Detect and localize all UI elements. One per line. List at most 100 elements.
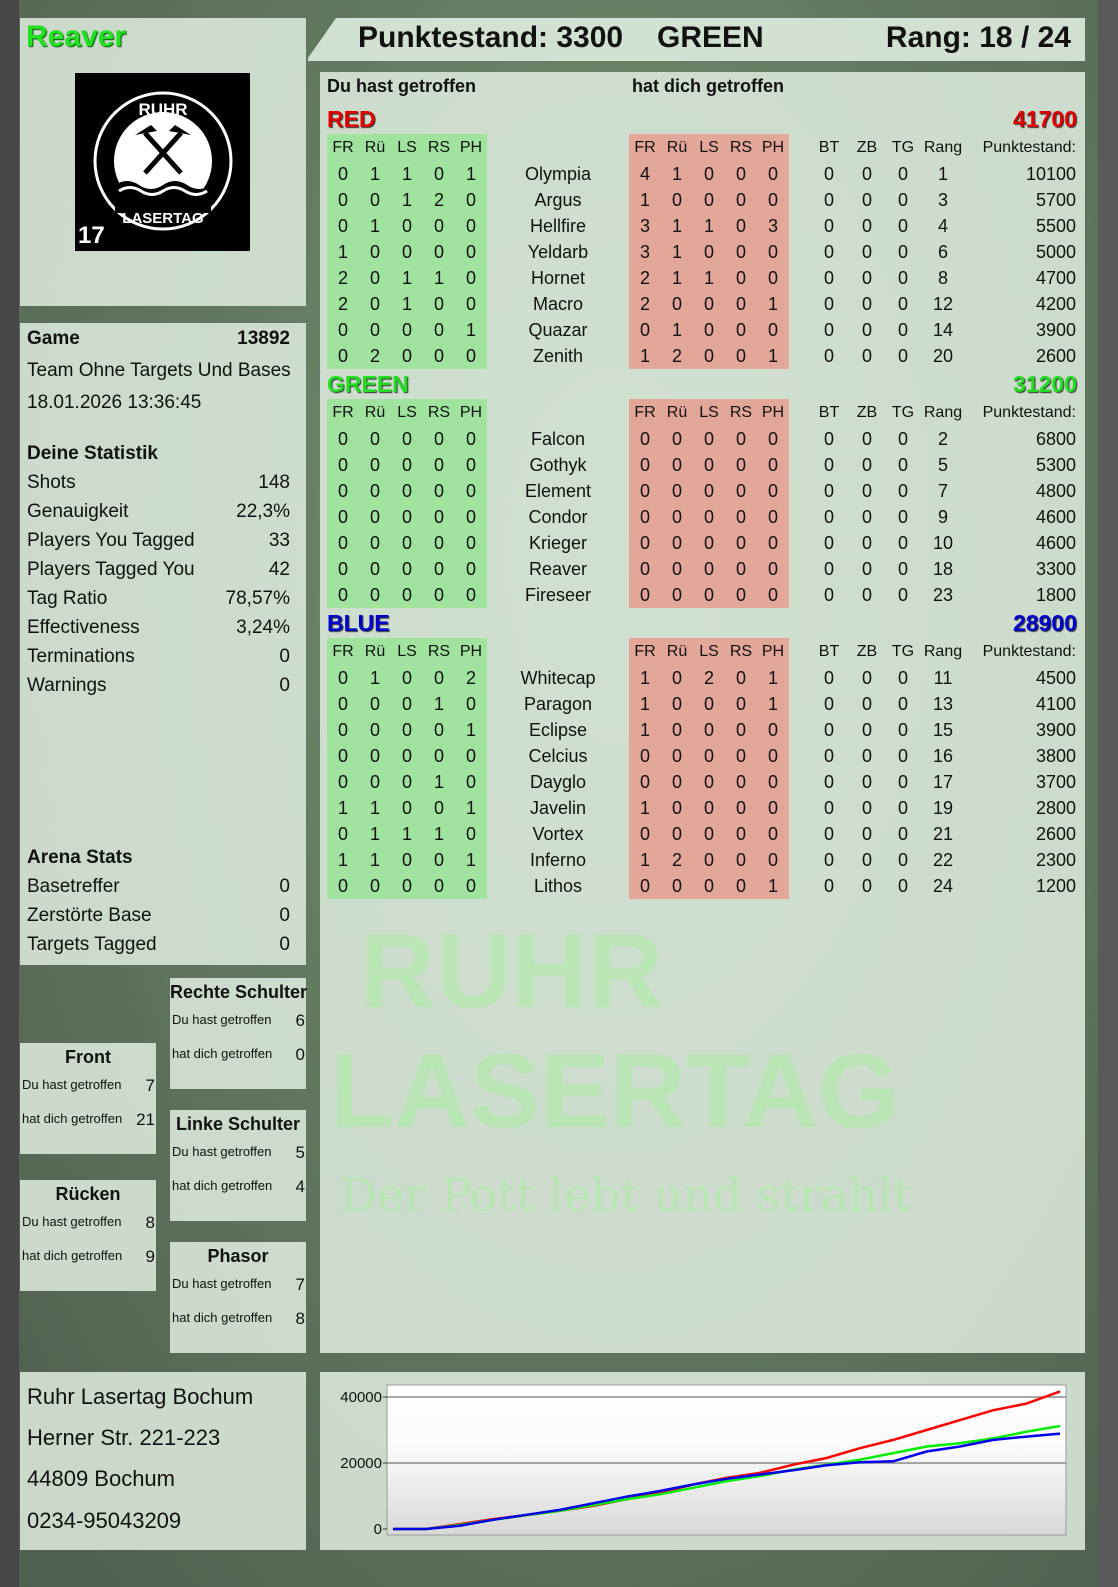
hit-you-cell: 0 (661, 873, 693, 899)
player-row: 0 1 1 1 0 Vortex 0 0 0 0 0 0 0 0 21 2600 (327, 821, 1076, 847)
you-hit-cell: 0 (391, 665, 423, 691)
you-hit-cell: 0 (359, 769, 391, 795)
score-cell: 10100 (1025, 164, 1076, 184)
you-hit-cell: 0 (455, 873, 487, 899)
you-hit-cell: 2 (359, 343, 391, 369)
hit-you-cell: 4 (629, 161, 661, 187)
you-hit-cell: 0 (455, 265, 487, 291)
tg-cell: 0 (897, 429, 908, 449)
stat-label: Players You Tagged (27, 530, 195, 551)
you-hit-cell: 0 (359, 239, 391, 265)
you-hit-cell: 2 (327, 291, 359, 317)
column-header: FR (327, 638, 359, 665)
rank-cell: 3 (937, 190, 948, 210)
column-header (789, 134, 809, 161)
you-hit-cell: 1 (327, 795, 359, 821)
column-header: TG (891, 643, 915, 660)
spacer (789, 478, 809, 504)
you-hit-cell: 0 (359, 504, 391, 530)
you-hit-cell: 0 (455, 239, 487, 265)
stat-label: Effectiveness (27, 617, 140, 638)
player-name: Inferno (529, 850, 587, 870)
spacer (789, 291, 809, 317)
hit-you-cell: 0 (661, 187, 693, 213)
hit-you-cell: 0 (757, 795, 789, 821)
you-hit-cell: 0 (423, 213, 455, 239)
you-hit-cell: 0 (455, 452, 487, 478)
zone-title: Front (65, 1047, 111, 1067)
zb-cell: 0 (861, 346, 872, 366)
zb-cell: 0 (861, 824, 872, 844)
spacer (789, 821, 809, 847)
you-hit-cell: 0 (391, 717, 423, 743)
you-hit-cell: 0 (455, 691, 487, 717)
scoreboard-panel: RUHR LASERTAG Der Pott lebt und strahlt … (320, 72, 1085, 1353)
hit-you-cell: 0 (725, 582, 757, 608)
hit-you-cell: 0 (757, 530, 789, 556)
hit-you-cell: 1 (661, 317, 693, 343)
spacer (789, 239, 809, 265)
you-hit-cell: 0 (359, 873, 391, 899)
zone-hit-value: 5 (295, 1143, 305, 1162)
hit-you-cell: 0 (629, 821, 661, 847)
team-header-blue: BLUE 28900 (327, 608, 1077, 638)
hit-you-cell: 0 (725, 795, 757, 821)
you-hit-cell: 0 (423, 239, 455, 265)
hit-you-cell: 0 (693, 821, 725, 847)
zone-got-value: 0 (295, 1045, 305, 1064)
you-hit-cell: 0 (359, 452, 391, 478)
stat-label: Targets Tagged (27, 934, 157, 955)
zone-box-rechte-schulter: Rechte Schulter Du hast getroffen 6 hat dic… (170, 978, 307, 1089)
column-header: Rü (661, 638, 693, 665)
you-hit-cell: 0 (423, 873, 455, 899)
spacer (789, 691, 809, 717)
hit-you-cell: 1 (629, 847, 661, 873)
zone-title: Rücken (55, 1184, 121, 1204)
stats-title: Deine Statistik (27, 443, 158, 464)
game-id: 13892 (237, 328, 290, 349)
you-hit-cell: 1 (455, 847, 487, 873)
hit-you-cell: 0 (693, 530, 725, 556)
you-hit-cell: 0 (423, 847, 455, 873)
rank-cell: 16 (932, 746, 954, 766)
you-hit-cell: 1 (455, 161, 487, 187)
column-header: PH (455, 134, 487, 161)
you-hit-cell: 1 (391, 187, 423, 213)
zone-hit-value: 7 (295, 1275, 305, 1294)
column-header (487, 399, 629, 426)
you-hit-cell: 0 (423, 478, 455, 504)
you-hit-cell: 0 (455, 582, 487, 608)
player-row: 2 0 1 0 0 Macro 2 0 0 0 1 0 0 0 12 4200 (327, 291, 1076, 317)
you-hit-cell: 1 (327, 239, 359, 265)
player-name: Olympia (524, 164, 591, 184)
tg-cell: 0 (897, 559, 908, 579)
you-hit-cell: 1 (359, 821, 391, 847)
tg-cell: 0 (897, 164, 908, 184)
stat-label: Zerstörte Base (27, 905, 152, 926)
column-header: LS (693, 399, 725, 426)
y-tick-label: 20000 (340, 1455, 382, 1472)
zb-cell: 0 (861, 694, 872, 714)
you-hit-cell: 0 (391, 530, 423, 556)
zone-box-linke-schulter: Linke Schulter Du hast getroffen 5 hat dich… (170, 1110, 306, 1221)
column-header: Rü (359, 638, 391, 665)
zb-cell: 0 (861, 585, 872, 605)
hit-you-cell: 0 (757, 717, 789, 743)
player-row: 0 0 0 1 0 Paragon 1 0 0 0 1 0 0 0 13 4100 (327, 691, 1076, 717)
zb-cell: 0 (861, 481, 872, 501)
hit-you-cell: 1 (629, 795, 661, 821)
player-name: Javelin (529, 798, 587, 818)
hit-you-cell: 0 (757, 478, 789, 504)
hit-you-cell: 0 (661, 821, 693, 847)
zb-cell: 0 (861, 876, 872, 896)
hit-you-cell: 3 (629, 213, 661, 239)
you-hit-cell: 1 (423, 769, 455, 795)
hit-you-cell: 0 (629, 452, 661, 478)
rank-cell: 22 (932, 850, 954, 870)
hit-you-cell: 0 (693, 504, 725, 530)
hit-you-cell: 1 (757, 691, 789, 717)
hit-you-cell: 2 (629, 265, 661, 291)
hit-you-cell: 0 (693, 343, 725, 369)
player-row: 0 0 0 0 0 Condor 0 0 0 0 0 0 0 0 9 4600 (327, 504, 1076, 530)
hit-you-cell: 1 (661, 161, 693, 187)
